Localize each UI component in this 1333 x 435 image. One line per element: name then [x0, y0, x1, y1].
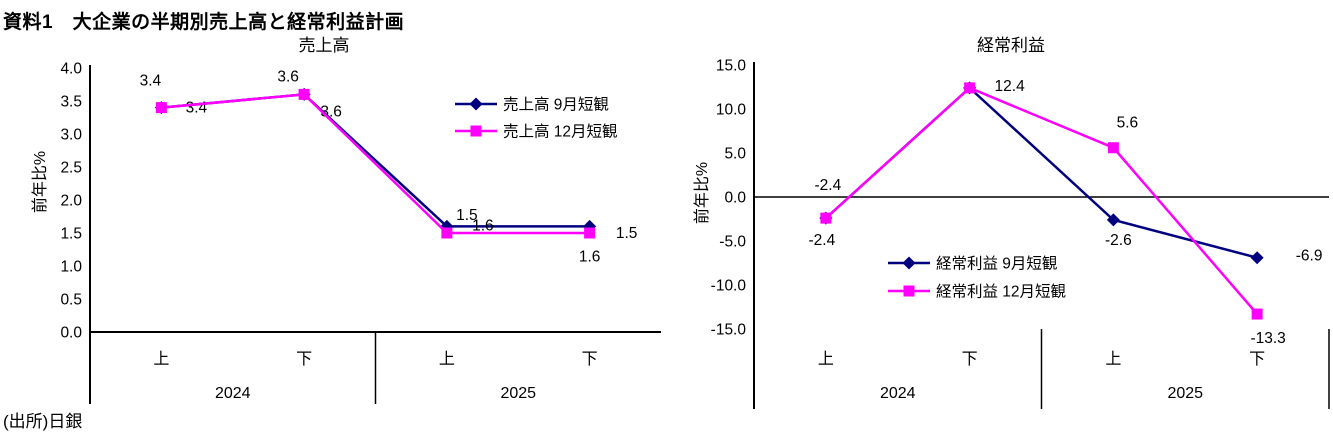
y-tick-label: 2.0 [60, 193, 82, 210]
data-point-marker [903, 285, 915, 297]
data-label: 3.4 [140, 73, 162, 90]
data-point-marker [1106, 213, 1120, 227]
data-point-marker [441, 227, 453, 239]
data-point-marker [1251, 308, 1263, 320]
y-tick-label: 1.5 [60, 226, 82, 243]
legend-label: 経常利益 12月短観 [936, 283, 1066, 301]
y-tick-label: 5.0 [724, 146, 746, 163]
category-label: 上 [1105, 350, 1121, 368]
y-tick-label: 1.0 [60, 259, 82, 276]
legend-label: 経常利益 9月短観 [936, 255, 1057, 273]
y-tick-label: 0.0 [60, 325, 82, 342]
y-tick-label: 0.5 [60, 292, 82, 309]
chart-title: 経常利益 [977, 36, 1045, 55]
series-line [161, 93, 590, 235]
y-tick-label: 2.5 [60, 160, 82, 177]
y-axis-title: 前年比% [31, 151, 49, 213]
y-tick-label: 10.0 [716, 102, 747, 119]
data-point-marker [155, 102, 167, 114]
series-line [825, 86, 1258, 259]
data-point-marker [470, 125, 482, 137]
data-point-marker [1250, 251, 1264, 265]
chart-title: 売上高 [299, 36, 350, 55]
data-label: 1.5 [456, 207, 478, 224]
category-label: 上 [818, 350, 834, 368]
data-point-marker [584, 227, 596, 239]
series-line [825, 86, 1259, 315]
y-tick-label: -5.0 [719, 234, 746, 251]
data-point-marker [820, 212, 832, 224]
data-label: -6.9 [1296, 248, 1323, 265]
data-label: 5.6 [1117, 115, 1139, 132]
y-tick-label: 3.0 [60, 127, 82, 144]
year-label: 2025 [500, 385, 536, 402]
data-point-marker [1107, 142, 1119, 154]
data-point-marker [298, 88, 310, 100]
data-label: 1.6 [472, 217, 494, 234]
data-point-marker [964, 82, 976, 94]
data-label: -13.3 [1250, 330, 1285, 347]
data-label: 3.6 [277, 68, 299, 85]
y-tick-label: -10.0 [711, 278, 747, 295]
y-tick-label: 4.0 [60, 61, 82, 78]
data-label: -2.4 [809, 232, 836, 249]
data-point-marker [469, 97, 483, 111]
data-label: -2.6 [1105, 232, 1132, 249]
data-point-marker [902, 256, 916, 270]
category-label: 下 [1249, 351, 1265, 368]
data-label: -2.4 [815, 177, 842, 194]
legend-label: 売上高 9月短観 [503, 96, 609, 114]
y-axis-title: 前年比% [693, 162, 711, 224]
year-label: 2025 [1167, 385, 1203, 402]
category-label: 上 [439, 350, 455, 368]
category-label: 下 [296, 351, 312, 368]
y-tick-label: 3.5 [60, 94, 82, 111]
data-label: 3.4 [186, 100, 208, 117]
data-label: 1.5 [616, 225, 638, 242]
legend-label: 売上高 12月短観 [503, 123, 618, 141]
source-note: (出所)日銀 [3, 412, 83, 431]
figure-title: 資料1 大企業の半期別売上高と経常利益計画 [3, 12, 405, 33]
series-line [161, 93, 590, 228]
year-label: 2024 [215, 385, 251, 402]
y-tick-label: 15.0 [716, 58, 747, 75]
category-label: 下 [962, 351, 978, 368]
year-label: 2024 [880, 385, 916, 402]
data-label: 1.6 [579, 248, 601, 265]
category-label: 下 [582, 351, 598, 368]
data-label: 12.4 [995, 78, 1026, 95]
category-label: 上 [153, 350, 169, 368]
y-tick-label: 0.0 [724, 190, 746, 207]
y-tick-label: -15.0 [711, 322, 747, 339]
